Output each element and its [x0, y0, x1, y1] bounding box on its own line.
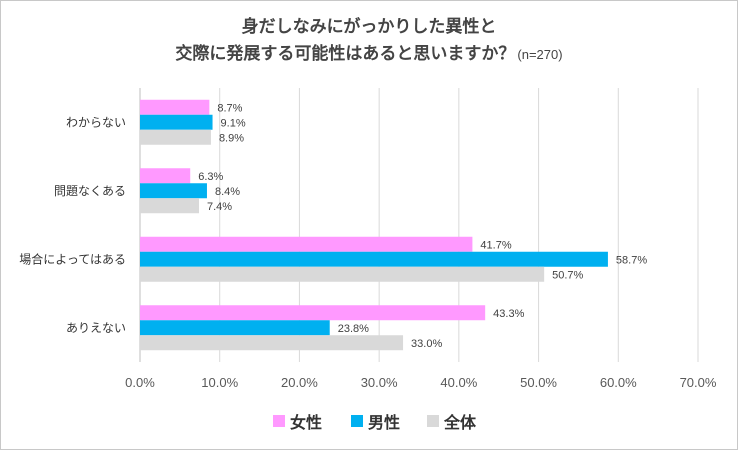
x-tick-label: 60.0% — [600, 375, 637, 390]
data-label: 8.9% — [219, 132, 244, 144]
x-tick-label: 40.0% — [440, 375, 477, 390]
bar — [140, 251, 608, 267]
bars: 8.7% 9.1% 8.9% 6.3% 8.4% 7.4% 41.7% 58.7% 50.7% 4… — [140, 99, 647, 351]
bar — [140, 305, 486, 321]
bar — [140, 99, 210, 115]
data-label: 41.7% — [480, 239, 511, 251]
data-label: 9.1% — [221, 117, 246, 129]
legend: 女性 男性 全体 — [273, 413, 477, 432]
data-label: 8.4% — [215, 186, 240, 198]
legend-swatch — [427, 415, 439, 427]
chart-title-line2: 交際に発展する可能性はあると思いますか？ — [175, 43, 515, 64]
data-label: 6.3% — [198, 171, 223, 183]
chart-subtitle: (n=270) — [517, 47, 562, 62]
x-axis-ticks: 0.0% 10.0% 20.0% 30.0% 40.0% 50.0% 60.0% 70.0% — [125, 375, 717, 390]
category-label: 問題なくある — [54, 184, 126, 198]
data-label: 8.7% — [217, 102, 242, 114]
chart-title-line1: 身だしなみにがっかりした異性と — [242, 16, 497, 37]
legend-swatch — [273, 415, 285, 427]
x-tick-label: 50.0% — [520, 375, 557, 390]
data-label: 43.3% — [493, 308, 524, 320]
chart-title-line2-group: 交際に発展する可能性はあると思いますか？ (n=270) — [175, 43, 562, 64]
legend-label: 女性 — [290, 413, 322, 432]
bar — [140, 320, 330, 336]
x-tick-label: 0.0% — [125, 375, 155, 390]
legend-label: 男性 — [368, 413, 400, 432]
data-label: 58.7% — [616, 254, 647, 266]
bar — [140, 335, 404, 351]
x-tick-label: 30.0% — [361, 375, 398, 390]
bar — [140, 168, 191, 184]
x-tick-label: 20.0% — [281, 375, 318, 390]
bar — [140, 183, 207, 199]
legend-label: 全体 — [443, 413, 477, 432]
x-tick-label: 10.0% — [201, 375, 238, 390]
data-label: 50.7% — [552, 269, 583, 281]
bar — [140, 236, 473, 252]
bar — [140, 114, 213, 130]
legend-swatch — [351, 415, 363, 427]
bar — [140, 129, 211, 145]
data-label: 23.8% — [338, 323, 369, 335]
bar — [140, 266, 545, 282]
data-label: 7.4% — [207, 201, 232, 213]
category-label: わからない — [66, 115, 126, 129]
category-label: ありえない — [66, 321, 126, 335]
bar — [140, 198, 199, 214]
category-label: 場合によってはある — [19, 251, 126, 266]
x-tick-label: 70.0% — [680, 375, 717, 390]
data-label: 33.0% — [411, 338, 442, 350]
